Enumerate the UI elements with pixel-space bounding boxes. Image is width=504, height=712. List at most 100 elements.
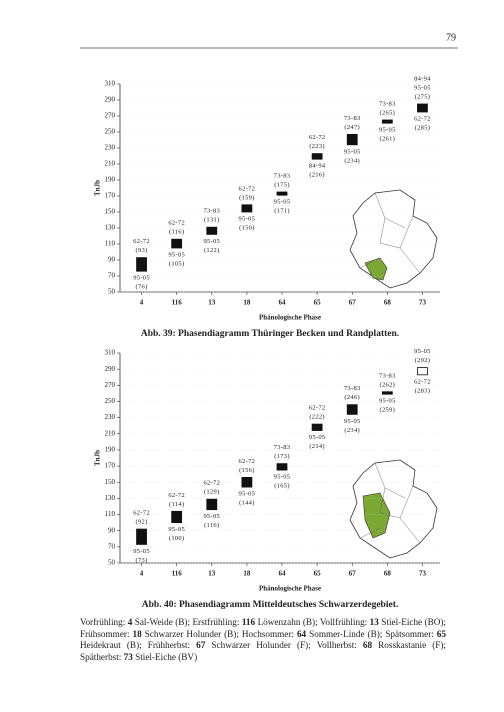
y-tick-label: 290 bbox=[105, 96, 116, 104]
y-tick-label: 70 bbox=[108, 542, 116, 550]
legend-text: Sal-Weide (B); Erstfrühling: bbox=[132, 617, 242, 627]
phase-range bbox=[417, 103, 428, 113]
map-inset bbox=[349, 459, 438, 559]
period-label: 84-94 bbox=[414, 75, 431, 82]
figure-caption: Abb. 39: Phasendiagramm Thüringer Becken… bbox=[141, 329, 399, 339]
x-tick-label: 64 bbox=[279, 570, 287, 578]
y-tick-label: 110 bbox=[105, 240, 116, 248]
period-label: 95-05 bbox=[203, 513, 220, 520]
phase-range bbox=[206, 226, 218, 235]
phase-range bbox=[276, 191, 288, 196]
period-label: 62-72 bbox=[133, 510, 150, 517]
phase-range bbox=[311, 423, 323, 431]
y-tick-label: 130 bbox=[105, 224, 116, 232]
phase-range bbox=[206, 498, 218, 511]
value-label: (159) bbox=[239, 194, 255, 201]
period-label: 84-94 bbox=[309, 163, 326, 170]
x-tick-label: 73 bbox=[419, 299, 427, 307]
y-axis-label: TnJb bbox=[94, 450, 102, 466]
value-label: (105) bbox=[169, 260, 185, 267]
period-label: 95-05 bbox=[379, 127, 396, 134]
y-tick-label: 170 bbox=[105, 462, 116, 470]
value-label: (259) bbox=[380, 407, 396, 414]
phase-range bbox=[136, 528, 147, 545]
period-label: 95-05 bbox=[309, 434, 326, 441]
period-label: 95-05 bbox=[344, 148, 361, 155]
period-label: 95-05 bbox=[274, 199, 291, 206]
period-label: 95-05 bbox=[168, 251, 185, 258]
value-label: (173) bbox=[274, 453, 290, 460]
value-label: (246) bbox=[344, 394, 360, 401]
value-label: (265) bbox=[380, 109, 396, 116]
x-tick-label: 68 bbox=[384, 570, 392, 578]
period-label: 62-72 bbox=[309, 134, 326, 141]
y-tick-label: 50 bbox=[108, 559, 116, 567]
y-tick-label: 190 bbox=[105, 176, 116, 184]
y-tick-label: 310 bbox=[105, 349, 116, 357]
value-label: (73) bbox=[136, 557, 148, 564]
value-label: (165) bbox=[274, 483, 290, 490]
period-label: 62-72 bbox=[239, 185, 256, 192]
x-axis-label: Phänologische Phase bbox=[259, 585, 321, 593]
x-tick-label: 65 bbox=[314, 299, 322, 307]
value-label: (234) bbox=[344, 427, 360, 434]
phase-code: 67 bbox=[196, 640, 206, 650]
value-label: (100) bbox=[169, 535, 185, 542]
x-tick-label: 65 bbox=[314, 570, 322, 578]
x-tick-label: 13 bbox=[208, 570, 216, 578]
value-label: (92) bbox=[136, 519, 148, 526]
period-label: 95-05 bbox=[133, 548, 150, 555]
legend-text: Stiel-Eiche (BV) bbox=[132, 651, 198, 662]
period-label: 95-05 bbox=[414, 348, 431, 355]
phase-code: 13 bbox=[369, 617, 379, 627]
y-tick-label: 90 bbox=[108, 526, 116, 534]
y-tick-label: 130 bbox=[105, 494, 116, 502]
y-tick-label: 90 bbox=[108, 256, 116, 264]
y-tick-label: 230 bbox=[105, 413, 116, 421]
phase-range bbox=[346, 133, 358, 146]
value-label: (131) bbox=[204, 217, 220, 224]
period-label: 95-05 bbox=[379, 398, 396, 405]
x-tick-label: 73 bbox=[419, 570, 427, 578]
period-label: 73-83 bbox=[344, 385, 361, 392]
period-label: 95-05 bbox=[414, 84, 431, 91]
legend-text: Stiel-Eiche (BO); Frühsommer: bbox=[80, 617, 446, 639]
phase-code: 64 bbox=[296, 628, 307, 639]
value-label: (93) bbox=[136, 247, 148, 254]
value-label: (275) bbox=[415, 93, 431, 100]
period-label: 95-05 bbox=[133, 275, 150, 282]
period-label: 62-72 bbox=[414, 115, 431, 122]
y-tick-label: 310 bbox=[105, 80, 116, 88]
period-label: 95-05 bbox=[239, 215, 256, 222]
phase-code: 73 bbox=[123, 651, 133, 662]
period-label: 62-72 bbox=[203, 480, 220, 487]
y-tick-label: 110 bbox=[105, 510, 116, 518]
period-label: 73-83 bbox=[344, 115, 361, 122]
value-label: (122) bbox=[204, 247, 220, 254]
y-tick-label: 250 bbox=[105, 397, 116, 405]
value-label: (247) bbox=[344, 124, 360, 131]
footer-legend: Vorfrühling: 4 Sal-Weide (B); Erstfrühli… bbox=[80, 617, 446, 663]
y-tick-label: 230 bbox=[105, 144, 116, 152]
legend-text: Sommer-Linde (B); Spätsommer: bbox=[306, 628, 437, 639]
legend-text: Heidekraut (B); Frühherbst: bbox=[80, 640, 197, 650]
value-label: (150) bbox=[239, 224, 255, 231]
value-label: (156) bbox=[239, 467, 255, 474]
value-label: (234) bbox=[344, 157, 360, 164]
period-label: 62-72 bbox=[133, 238, 150, 245]
value-label: (283) bbox=[415, 387, 431, 394]
y-tick-label: 190 bbox=[105, 446, 116, 454]
phase-range bbox=[417, 367, 428, 376]
y-axis-label: TnJb bbox=[94, 180, 102, 196]
phase-range bbox=[241, 476, 253, 488]
period-label: 73-83 bbox=[274, 444, 291, 451]
y-tick-label: 150 bbox=[105, 478, 116, 486]
value-label: (292) bbox=[415, 357, 431, 364]
period-label: 95-05 bbox=[344, 418, 361, 425]
legend-text: Schwarzer Holunder (F); Vollherbst: bbox=[205, 640, 363, 650]
value-label: (76) bbox=[136, 284, 148, 291]
period-label: 62-72 bbox=[414, 378, 431, 385]
period-label: 62-72 bbox=[168, 492, 185, 499]
phase-range bbox=[171, 510, 183, 524]
legend-text: Schwarzer Holunder (B); Hochsommer: bbox=[141, 628, 297, 639]
